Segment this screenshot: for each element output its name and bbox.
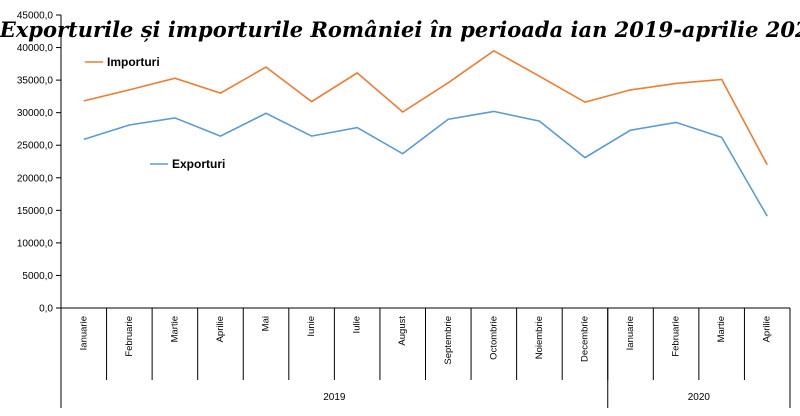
x-tick-label: Februarie [124, 316, 135, 357]
x-tick-label: Aprilie [762, 316, 773, 342]
x-tick-label: Martie [169, 316, 180, 342]
x-tick-label: Iunie [306, 316, 317, 337]
x-tick-label: Martie [716, 316, 727, 342]
chart-title: Exporturile și importurile României în p… [0, 17, 800, 42]
series-lines [83, 49, 768, 217]
y-tick-label: 40000,0 [17, 43, 54, 54]
y-tick-label: 10000,0 [17, 238, 54, 249]
x-tick-label: Octombrie [488, 316, 499, 360]
y-tick-label: 25000,0 [17, 141, 54, 152]
y-tick-label: 30000,0 [17, 108, 54, 119]
x-tick-label: August [397, 316, 408, 346]
x-tick-label: Noiembrie [534, 316, 545, 359]
year-group-label: 2019 [323, 392, 346, 403]
y-tick-label: 5000,0 [22, 271, 53, 282]
legend-label-importuri: Importuri [107, 55, 160, 69]
x-tick-label: Decembrie [579, 316, 590, 362]
x-tick-label: Februarie [671, 316, 682, 357]
y-tick-label: 15000,0 [17, 206, 54, 217]
legend-label-exporturi: Exporturi [172, 157, 225, 171]
x-tick-label: Ianuarie [625, 316, 636, 350]
axes: 0,0 5000,0 10000,0 15000,0 20000,0 25000,0 300… [17, 11, 791, 408]
legend: Importuri Exporturi [85, 55, 225, 171]
y-tick-label: 35000,0 [17, 76, 54, 87]
x-tick-label: Iulie [352, 316, 363, 333]
y-tick-label: 45000,0 [17, 11, 54, 22]
year-group-label: 2020 [688, 392, 711, 403]
x-tick-label: Ianuarie [78, 316, 89, 350]
y-tick-label: 0,0 [39, 304, 53, 315]
series-line-exporturi [83, 110, 768, 217]
x-tick-label: Mai [261, 316, 272, 331]
y-tick-label: 20000,0 [17, 173, 54, 184]
series-line-importuri [83, 49, 768, 166]
x-tick-label: Aprilie [215, 316, 226, 342]
x-tick-label: Septembrie [443, 316, 454, 365]
